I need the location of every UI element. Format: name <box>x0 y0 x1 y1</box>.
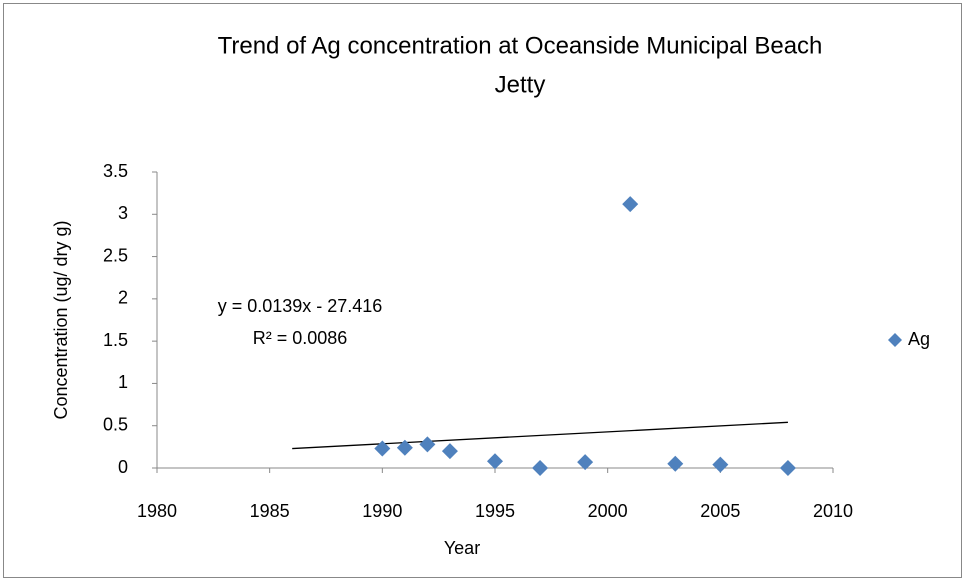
data-point <box>487 453 503 470</box>
x-tick-label: 1980 <box>137 501 177 521</box>
y-tick-label: 3.5 <box>103 161 128 181</box>
data-point <box>374 440 391 457</box>
y-tick-label: 0.5 <box>103 414 128 434</box>
legend-label: Ag <box>908 329 930 349</box>
x-tick-label: 2010 <box>813 501 853 521</box>
chart-title: Trend of Ag concentration at Oceanside M… <box>218 32 823 59</box>
trendline <box>292 421 788 450</box>
trend-r-squared: R² = 0.0086 <box>253 328 348 348</box>
data-point <box>532 460 549 476</box>
trend-equation: y = 0.0139x - 27.416 <box>218 296 383 316</box>
data-point <box>419 436 436 453</box>
data-point <box>577 454 594 471</box>
chart-border <box>3 3 962 578</box>
y-tick-label: 3 <box>118 203 128 223</box>
data-point <box>667 455 684 472</box>
data-point <box>396 439 413 456</box>
y-tick-label: 1 <box>118 372 128 392</box>
y-axis-label: Concentration (ug/ dry g) <box>51 220 71 419</box>
x-tick-label: 1990 <box>362 501 402 521</box>
x-tick-label: 1985 <box>250 501 290 521</box>
data-point <box>441 443 458 460</box>
x-tick-label: 2000 <box>588 501 628 521</box>
y-tick-label: 2 <box>118 288 128 308</box>
chart-title: Jetty <box>495 71 546 98</box>
x-tick-label: 2005 <box>700 501 740 521</box>
y-tick-label: 2.5 <box>103 245 128 265</box>
data-point <box>712 456 729 473</box>
x-axis-label: Year <box>444 538 480 558</box>
y-tick-label: 1.5 <box>103 330 128 350</box>
data-point <box>779 460 796 476</box>
legend-marker <box>888 333 902 347</box>
data-point <box>622 196 639 213</box>
y-tick-label: 0 <box>118 457 128 477</box>
x-tick-label: 1995 <box>475 501 515 521</box>
